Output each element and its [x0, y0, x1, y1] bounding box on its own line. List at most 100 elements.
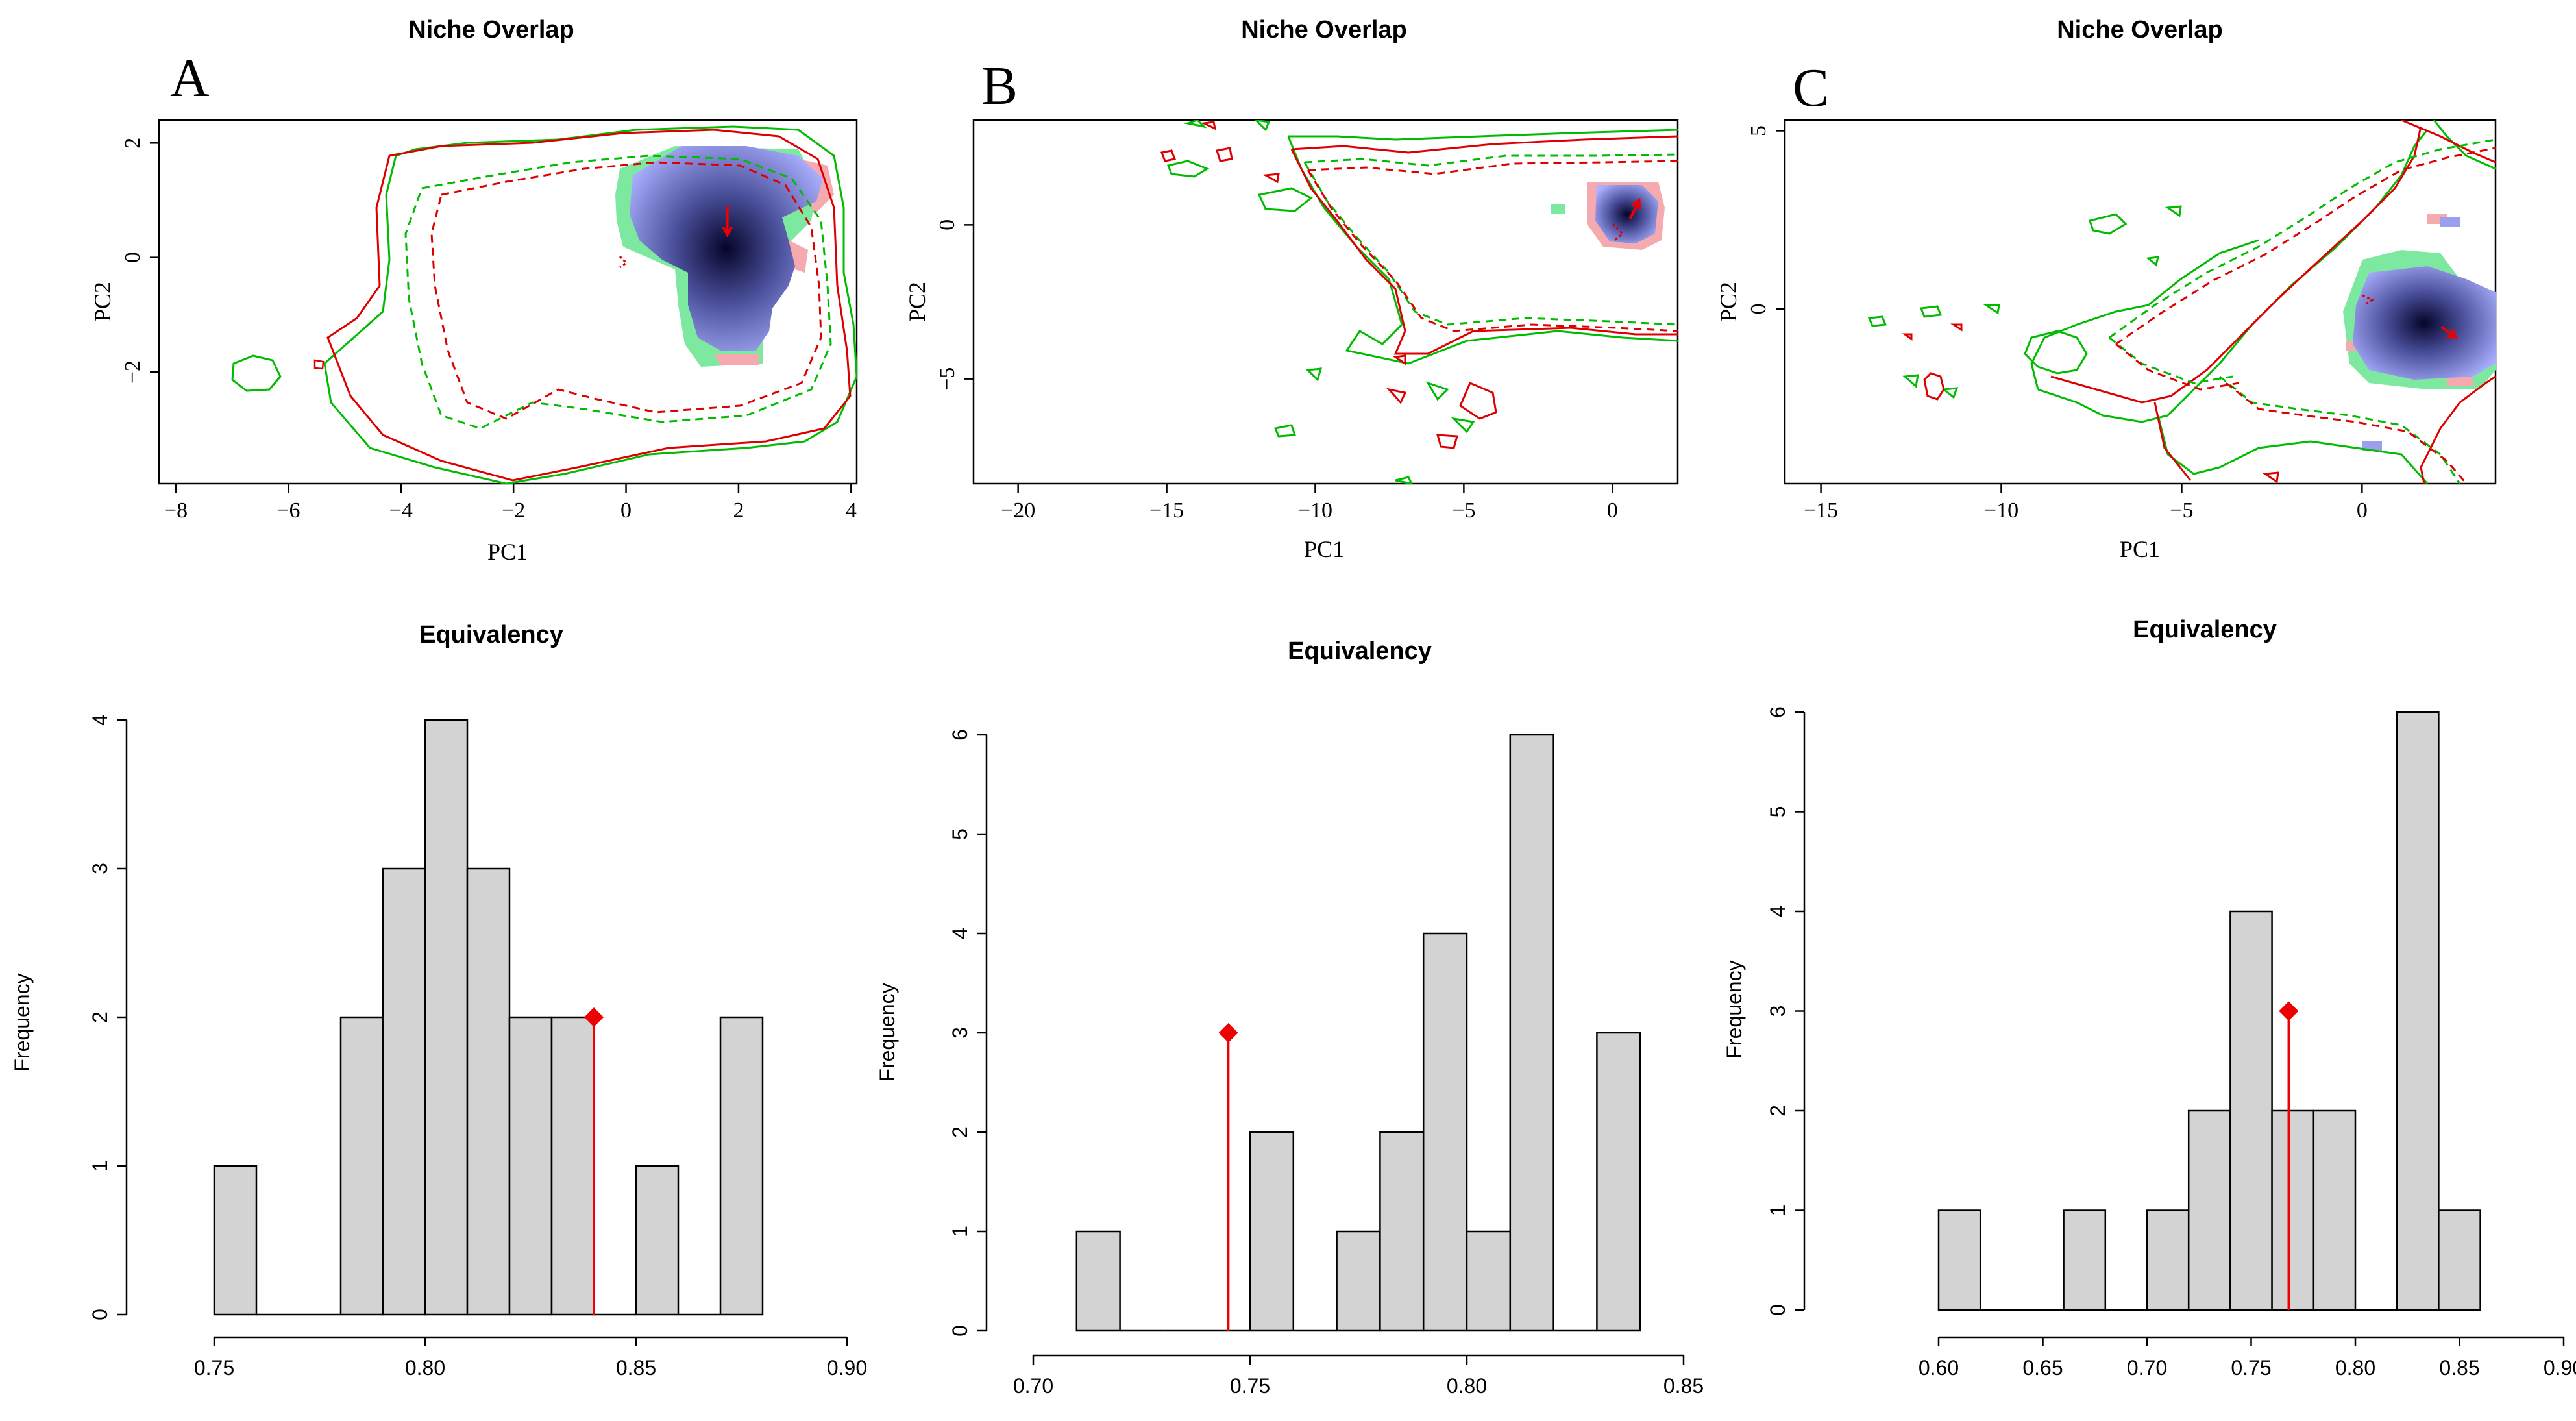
panel-b-species2-inner-contour — [1306, 160, 1678, 332]
histogram-c-bar — [2312, 1109, 2357, 1311]
histogram-a-bar — [424, 719, 469, 1316]
panel-c-x-axis-label: PC1 — [2120, 536, 2160, 562]
panel-a-overlap-area — [630, 146, 823, 351]
histogram-c-y-tick-label: 2 — [1766, 1105, 1789, 1117]
panel-b-centroid-arrowhead — [1630, 197, 1641, 210]
panel-a-species1-inner-contour — [404, 154, 832, 430]
histogram-c-plot: 0.60 0.65 0.70 0.75 0.80 0.85 0.90 0 1 2 3 4 5 6 — [1766, 706, 2576, 1379]
panel-c-x-tick-label: −10 — [1984, 499, 2018, 523]
panel-c-centroid-shift-line — [2440, 325, 2457, 339]
panel-b-top-title: Niche Overlap — [1241, 16, 1407, 43]
panel-c-niche-surface — [1867, 120, 2496, 484]
histogram-b-bar — [1249, 1131, 1295, 1332]
histogram-b-y-tick-label: 2 — [948, 1126, 972, 1138]
panel-b-y-axis: −5 0 — [935, 219, 974, 391]
histogram-b-y-tick-label: 3 — [948, 1027, 972, 1039]
panel-c-y-axis: 05 — [1747, 125, 1785, 314]
histogram-a-x-tick-label: 0.75 — [194, 1356, 234, 1379]
histogram-c-bar — [2187, 1109, 2231, 1311]
panel-c-top-title: Niche Overlap — [2057, 16, 2223, 43]
panel-c-scatter-contours-red — [1902, 323, 2279, 484]
panel-a-x-tick-label: −8 — [164, 499, 188, 523]
panel-b-species1-inner-contour — [1303, 153, 1678, 326]
histogram-a-y-axis-label: Frequency — [10, 973, 34, 1071]
histogram-a-y-tick-label: 1 — [88, 1160, 112, 1172]
histogram-c-title: Equivalency — [2133, 616, 2277, 643]
panel-b-niche-surface — [1160, 120, 1678, 484]
panel-c-overlap-area — [2353, 266, 2496, 380]
histogram-a-y-tick-label: 0 — [88, 1309, 112, 1320]
panel-a-y-axis-label: PC2 — [90, 282, 116, 322]
panel-b-y-axis-label: PC2 — [904, 282, 930, 322]
panel-c-x-tick-label: −5 — [2170, 499, 2193, 523]
panel-b-overlap-area — [1595, 185, 1658, 243]
histogram-c-y-axis-label: Frequency — [1723, 960, 1746, 1058]
histogram-c-x-tick-label: 0.65 — [2022, 1356, 2063, 1379]
histogram-c-y-tick-label: 5 — [1766, 806, 1789, 818]
panel-a-species2-outer-contour — [326, 129, 852, 482]
histogram-c-y-tick-label: 4 — [1766, 906, 1789, 917]
histogram-b-y-tick-label: 1 — [948, 1226, 972, 1237]
histogram-a-x-tick-label: 0.80 — [405, 1356, 445, 1379]
histogram-a-y-tick-label: 4 — [88, 714, 112, 726]
panel-b-x-tick-label: −10 — [1298, 499, 1332, 523]
panel-b-scatter-contours-red — [1160, 121, 1497, 449]
histogram-a-bar — [213, 1165, 258, 1316]
panel-b-x-tick-label: 0 — [1607, 499, 1618, 523]
panel-a-x-tick-label: 0 — [620, 499, 632, 523]
histogram-b-plot: 0.70 0.75 0.80 0.85 0 1 2 3 4 5 6 — [948, 729, 1704, 1398]
histogram-a-title: Equivalency — [419, 621, 563, 649]
panel-b-species1-only-area — [1551, 204, 1565, 214]
histogram-a-plot: 0.75 0.80 0.85 0.90 0 1 2 3 4 — [88, 714, 867, 1379]
panel-b-x-tick-label: −15 — [1149, 499, 1184, 523]
panel-b-species1-outer-contour — [1287, 129, 1678, 365]
histogram-c-bar — [2146, 1209, 2190, 1311]
panel-c-species1-inner-contour — [2109, 138, 2496, 484]
panel-a-x-tick-label: 4 — [846, 499, 857, 523]
niche-overlap-panel-c: Niche Overlap C −15 −10 −5 0 05 PC1 PC2 — [1715, 16, 2497, 562]
histogram-c-x-tick-label: 0.60 — [1919, 1356, 1959, 1379]
panel-a-species1-isolated-contour — [231, 354, 282, 392]
histogram-b-bar — [1379, 1131, 1425, 1332]
panel-a-centroid-arrowhead — [722, 226, 733, 238]
histogram-b-y-tick-label: 4 — [948, 928, 972, 939]
histogram-c-bar — [1937, 1209, 1981, 1311]
panel-c-species1-outer-contour — [2030, 120, 2496, 484]
histogram-c-bar — [2271, 1109, 2315, 1311]
panel-b-letter: B — [981, 56, 1018, 116]
histogram-c-x-tick-label: 0.90 — [2544, 1356, 2576, 1379]
histogram-a-y-tick-label: 3 — [88, 863, 112, 874]
histogram-c-y-tick-label: 1 — [1766, 1205, 1789, 1217]
histogram-c-x-tick-label: 0.70 — [2127, 1356, 2167, 1379]
histogram-c-x-tick-label: 0.80 — [2335, 1356, 2375, 1379]
panel-a-y-tick-label: −2 — [121, 360, 145, 384]
panel-b-plot-frame — [972, 119, 1679, 485]
panel-a-x-axis: −8 −6 −4 −2 0 2 4 — [164, 484, 857, 523]
panel-c-letter: C — [1793, 58, 1829, 118]
panel-c-centroid-arrow — [2440, 325, 2459, 340]
histogram-b-bar — [1336, 1230, 1381, 1332]
histogram-b-observed-diamond — [1218, 1023, 1238, 1043]
panel-a-centroid-arrow — [722, 206, 733, 238]
panel-c-centroid-arrowhead — [2446, 328, 2459, 340]
panel-a-y-axis: −2 0 2 — [121, 138, 159, 384]
panel-a-x-tick-label: −4 — [389, 499, 413, 523]
histogram-b-bar — [1509, 734, 1554, 1332]
histogram-b-bar — [1466, 1230, 1512, 1332]
histogram-c-bar — [2396, 711, 2440, 1311]
histogram-b-bar — [1596, 1032, 1641, 1332]
histogram-a-observed-diamond — [584, 1007, 604, 1027]
panel-c-y-tick-label: 5 — [1747, 125, 1771, 136]
histogram-c-x-tick-label: 0.85 — [2439, 1356, 2479, 1379]
panel-a-top-title: Niche Overlap — [408, 16, 574, 43]
niche-overlap-panel-b: Niche Overlap B −20 −15 −10 −5 0 −5 0 PC1 PC2 — [904, 16, 1679, 562]
histogram-a-bar — [339, 1016, 384, 1316]
panel-c-x-tick-label: 0 — [2357, 499, 2368, 523]
panel-a-niche-surface — [231, 125, 857, 484]
panel-b-centroid-arrow — [1628, 197, 1641, 219]
histogram-a-x-tick-label: 0.85 — [616, 1356, 656, 1379]
equivalency-histogram-c: Equivalency Frequency 0.60 0.65 0.70 0.75 0.… — [1723, 616, 2576, 1379]
panel-a-x-tick-label: 2 — [733, 499, 744, 523]
histogram-b-bar — [1422, 932, 1468, 1332]
